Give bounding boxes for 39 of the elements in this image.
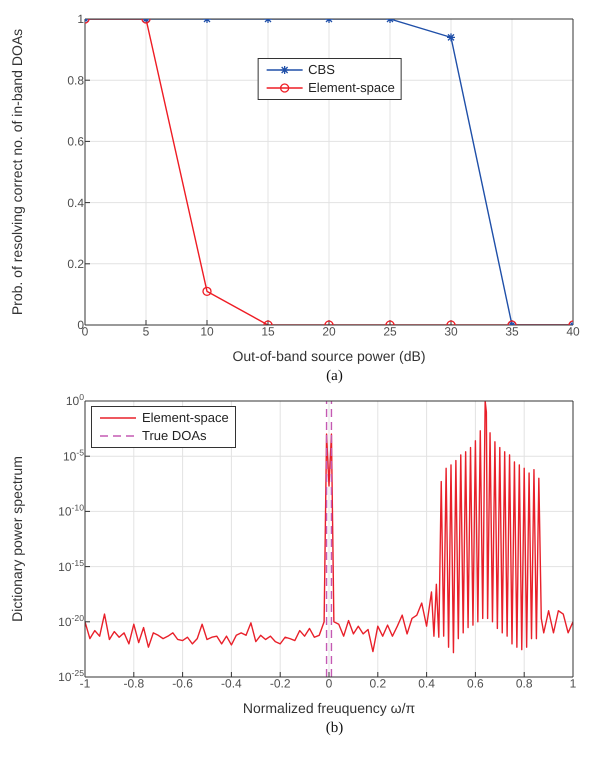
text: (a) <box>325 368 344 386</box>
y-tick-label: 10$^{-5}$ <box>62 447 84 464</box>
x-tick-label: -1 <box>80 676 91 691</box>
x-tick-label: 35 <box>505 324 519 339</box>
y-tick-label: 10$^{-10}$ <box>58 502 84 519</box>
x-tick-label: -0.8 <box>123 676 144 691</box>
x-tick-label: -0.4 <box>221 676 242 691</box>
x-tick-label: 40 <box>566 324 580 339</box>
x-tick-label: 30 <box>444 324 458 339</box>
x-tick-label: 20 <box>322 324 336 339</box>
x-tick-label: -0.6 <box>172 676 194 691</box>
y-tick-label: 1 <box>77 12 84 26</box>
y-tick-label: 0.8 <box>67 73 84 88</box>
y-tick-label: 0.2 <box>67 257 84 271</box>
legend-label: CBS <box>308 61 335 79</box>
x-tick-label: 1 <box>570 676 577 691</box>
x-tick-label: 5 <box>142 324 150 339</box>
y-tick-label: 0.4 <box>67 196 84 210</box>
y-axis-title: Dictionary power spectrum <box>8 456 25 622</box>
y-tick-label: 0.6 <box>67 134 84 149</box>
x-tick-label: 10 <box>200 324 214 339</box>
y-tick-label: 10$^{0}$ <box>66 392 84 408</box>
x-tick-label: 15 <box>261 324 275 339</box>
x-tick-label: 0.4 <box>418 676 436 691</box>
y-tick-label: 10$^{-20}$ <box>58 613 84 629</box>
y-tick-label: 10$^{-15}$ <box>58 558 84 574</box>
y-axis-title: Prob. of resolving correct no. of in-band DOAs <box>8 28 25 316</box>
x-tick-label: -0.2 <box>270 676 291 691</box>
x-tick-label: 0.6 <box>467 676 484 691</box>
x-tick-label: 0.2 <box>369 676 386 691</box>
legend-label: Element-space <box>308 79 395 97</box>
x-tick-label: 0 <box>326 676 333 691</box>
x-tick-label: 0.8 <box>516 676 533 691</box>
x-tick-label: 25 <box>383 324 397 339</box>
x-axis-title: Out-of-band source power (dB) <box>232 348 426 364</box>
legend-label: True DOAs <box>142 427 207 445</box>
text: (b) <box>324 720 344 738</box>
legend-label: Element-space <box>142 409 229 427</box>
x-axis-title: Normalized freuquency ω/π <box>242 700 416 716</box>
